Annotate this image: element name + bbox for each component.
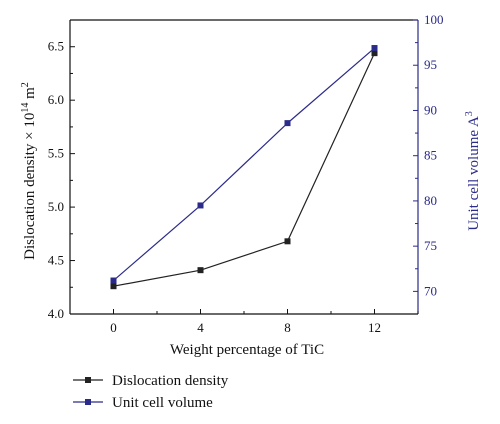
legend-marker-dislocation-density xyxy=(85,377,91,383)
right-axis-title-exp: 3 xyxy=(464,111,475,116)
y-left-tick-label-0: 4.0 xyxy=(48,306,64,321)
left-axis-title-unit-exp: 2 xyxy=(20,82,31,87)
y-right-tick-label-2: 80 xyxy=(424,193,437,208)
left-axis-title-unit: m xyxy=(22,87,38,103)
point-dislocation-density-1 xyxy=(197,267,204,274)
point-unit-cell-volume-0 xyxy=(110,277,117,284)
right-axis-title: Unit cell volume A3 xyxy=(464,111,482,231)
x-tick-label-2: 8 xyxy=(284,320,291,335)
legend-marker-unit-cell-volume xyxy=(85,399,91,405)
point-unit-cell-volume-1 xyxy=(197,202,204,209)
y-left-tick-label-5: 6.5 xyxy=(48,39,64,54)
legend-item-dislocation-density: Dislocation density xyxy=(73,373,229,389)
y-left-tick-label-1: 4.5 xyxy=(48,253,64,268)
x-axis-title: Weight percentage of TiC xyxy=(170,342,324,358)
x-tick-label-3: 12 xyxy=(368,320,381,335)
legend-label-unit-cell-volume: Unit cell volume xyxy=(112,395,213,411)
legend: Dislocation density Unit cell volume xyxy=(73,373,229,411)
series-line-dislocation-density xyxy=(113,52,376,287)
y-right-tick-label-0: 70 xyxy=(424,283,437,298)
left-axis-title: Dislocation density × 1014 m2 xyxy=(20,82,38,260)
x-tick-label-1: 4 xyxy=(197,320,204,335)
y-left-tick-label-3: 5.5 xyxy=(48,146,64,161)
y-right-tick-label-4: 90 xyxy=(424,102,437,117)
ticks-layer: 0 4 8 12 4.0 4.5 5.0 5.5 6.0 6.5 70 75 80 85 90 95 100 xyxy=(48,12,444,335)
legend-label-dislocation-density: Dislocation density xyxy=(112,373,229,389)
y-right-tick-label-3: 85 xyxy=(424,148,437,163)
point-dislocation-density-0 xyxy=(110,283,117,290)
y-right-tick-label-6: 100 xyxy=(424,12,444,27)
point-unit-cell-volume-3 xyxy=(371,45,378,52)
axes-layer xyxy=(69,19,419,315)
y-right-tick-label-5: 95 xyxy=(424,57,437,72)
left-axis-title-exp: 14 xyxy=(20,103,31,113)
x-tick-label-0: 0 xyxy=(110,320,117,335)
series-layer xyxy=(110,45,378,290)
legend-item-unit-cell-volume: Unit cell volume xyxy=(73,395,213,411)
series-line-unit-cell-volume xyxy=(113,47,375,281)
left-axis-title-main: Dislocation density × 10 xyxy=(22,113,38,260)
right-axis-title-main: Unit cell volume A xyxy=(466,116,482,231)
y-left-tick-label-2: 5.0 xyxy=(48,199,64,214)
y-left-tick-label-4: 6.0 xyxy=(48,92,64,107)
point-dislocation-density-2 xyxy=(284,238,291,245)
point-unit-cell-volume-2 xyxy=(284,120,291,127)
point-dislocation-density-3 xyxy=(371,50,378,57)
y-right-tick-label-1: 75 xyxy=(424,238,437,253)
